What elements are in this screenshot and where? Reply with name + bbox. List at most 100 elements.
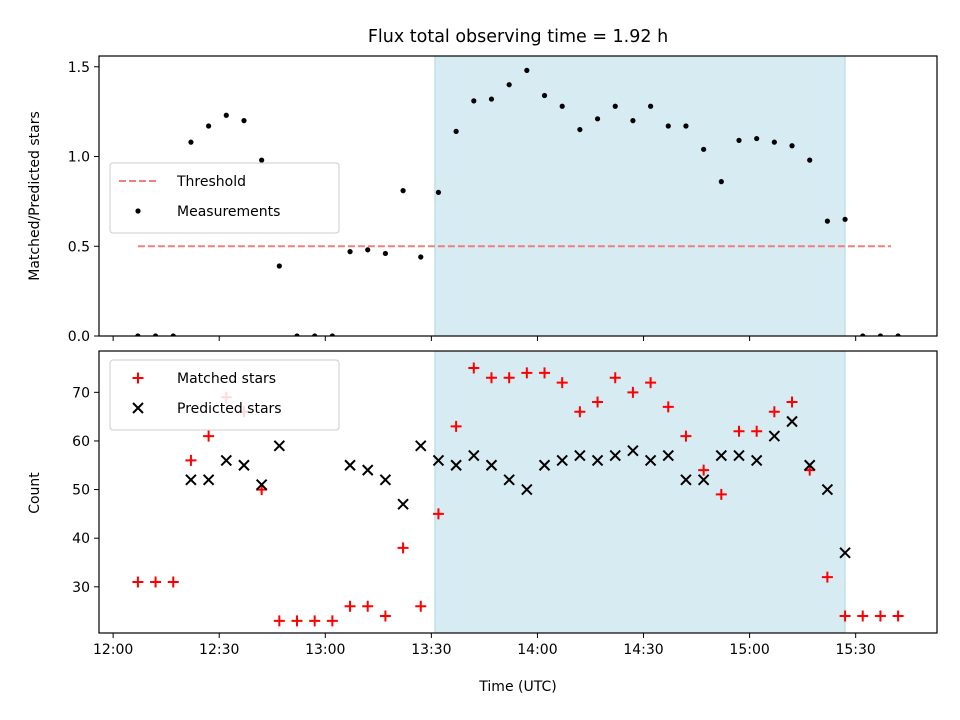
matched-point <box>539 367 551 379</box>
x-tick-label: 13:00 <box>305 642 345 658</box>
predicted-point <box>839 547 851 559</box>
matched-point <box>450 420 462 432</box>
measurement-point <box>524 67 530 73</box>
matched-point <box>468 362 480 374</box>
measurement-point <box>630 118 636 124</box>
predicted-point <box>415 440 427 452</box>
measurement-point <box>665 123 671 129</box>
matched-point <box>326 615 338 627</box>
measurement-point <box>276 263 282 269</box>
measurement-point <box>294 333 300 336</box>
series-predicted-stars <box>185 415 851 559</box>
predicted-point <box>220 454 232 467</box>
matched-point <box>574 406 586 418</box>
observing-window <box>434 55 846 337</box>
measurement-point <box>223 112 229 118</box>
predicted-point <box>273 440 286 452</box>
matched-point <box>521 367 533 379</box>
predicted-point <box>715 449 728 462</box>
y-tick-label: 0.0 <box>68 329 90 345</box>
matched-point <box>733 425 745 437</box>
predicted-point <box>255 478 268 491</box>
matched-point <box>627 386 639 398</box>
measurement-point <box>400 188 406 194</box>
matched-point <box>432 508 444 520</box>
measurement-point <box>718 179 724 185</box>
matched-point <box>892 610 904 622</box>
bottom-y-axis-label: Count <box>27 472 43 514</box>
matched-point <box>786 396 798 408</box>
matched-point <box>415 600 427 612</box>
measurement-point <box>188 139 194 145</box>
measurement-point <box>895 333 901 336</box>
matched-point <box>362 600 374 612</box>
measurement-point <box>860 333 866 336</box>
predicted-point <box>662 449 674 462</box>
matched-point <box>680 430 692 442</box>
measurement-point <box>683 123 689 129</box>
predicted-point <box>362 464 374 476</box>
measurement-point <box>488 96 495 102</box>
predicted-point <box>574 449 586 462</box>
predicted-point <box>627 444 639 457</box>
x-tick-label: 12:30 <box>199 642 239 658</box>
measurement-point <box>754 135 760 142</box>
measurement-point <box>612 103 618 109</box>
measurement-point <box>842 216 848 222</box>
predicted-point <box>521 483 533 496</box>
matched-point <box>857 610 869 622</box>
measurement-point <box>206 123 212 129</box>
matched-point <box>839 610 851 622</box>
measurement-point <box>365 247 371 253</box>
predicted-point <box>821 483 834 496</box>
matched-point <box>203 430 215 442</box>
matched-point <box>874 610 886 622</box>
matched-point <box>503 372 515 384</box>
predicted-point <box>768 430 781 442</box>
predicted-point <box>503 474 515 486</box>
measurement-point <box>594 116 601 122</box>
series-layer <box>132 362 904 627</box>
predicted-point <box>468 449 480 462</box>
predicted-point <box>804 459 816 471</box>
predicted-point <box>202 474 215 486</box>
matched-point <box>821 571 833 583</box>
matched-point <box>768 406 780 418</box>
matched-point <box>556 377 568 389</box>
predicted-point <box>432 454 445 467</box>
y-tick-label: 50 <box>72 483 90 499</box>
predicted-point <box>344 459 356 471</box>
x-axis-label: Time (UTC) <box>478 679 556 695</box>
predicted-point <box>397 498 409 510</box>
measurement-point <box>241 118 247 124</box>
legend-label: Predicted stars <box>177 401 282 417</box>
matched-point <box>379 610 391 622</box>
predicted-point <box>591 454 604 467</box>
matched-point <box>132 576 144 588</box>
matched-point <box>645 377 657 389</box>
matched-point <box>485 372 497 384</box>
matched-point <box>751 425 763 437</box>
measurement-point <box>771 139 777 145</box>
matched-point <box>344 600 356 612</box>
measurement-point <box>541 92 548 99</box>
legend-label: Matched stars <box>177 371 276 387</box>
measurement-point <box>347 249 353 255</box>
axes-frame <box>98 350 938 634</box>
axes-frame <box>98 55 938 337</box>
legend: Matched stars Predicted stars <box>109 359 340 431</box>
measurement-point <box>506 82 512 88</box>
measurement-point <box>135 333 141 336</box>
x-tick-label: 14:30 <box>623 642 663 658</box>
predicted-point <box>538 459 551 471</box>
predicted-point <box>750 454 763 467</box>
measurement-point <box>382 250 389 257</box>
measurement-point <box>807 157 813 163</box>
measurement-point <box>453 128 459 134</box>
legend-matched-swatch <box>132 372 144 384</box>
panel-ratio: 0.0 0.5 1.0 1.5 Threshold Measurements <box>68 55 938 345</box>
predicted-point <box>379 474 392 486</box>
matched-point <box>698 464 710 476</box>
matched-point <box>291 615 303 627</box>
